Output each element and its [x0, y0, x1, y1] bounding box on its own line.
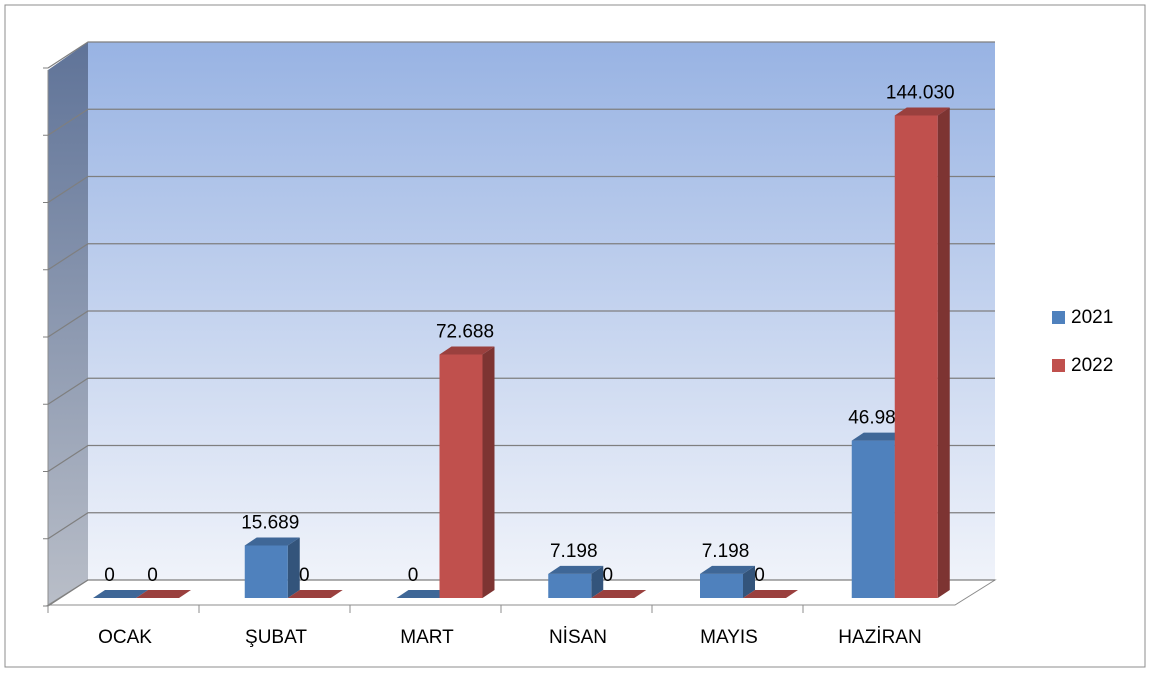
x-tick-label: MART	[400, 627, 454, 648]
grid-line	[47, 579, 995, 607]
bar-front	[700, 573, 743, 598]
grid-line	[47, 444, 995, 473]
bar-top	[851, 432, 907, 441]
bar-top	[894, 107, 950, 116]
bar-front	[548, 573, 592, 598]
value-label: 144.030	[886, 83, 955, 104]
value-label: 46.982	[848, 408, 906, 429]
bar-top	[439, 346, 495, 355]
bar-front	[894, 115, 938, 598]
x-tick-label: ŞUBAT	[245, 627, 307, 648]
bar-side	[287, 537, 300, 598]
x-tick-label: MAYIS	[700, 627, 758, 648]
bar-top	[548, 565, 604, 574]
bar	[93, 590, 148, 598]
bar	[894, 107, 950, 598]
grid-line	[47, 377, 995, 405]
bar-top	[287, 590, 343, 598]
value-label: 72.688	[436, 322, 494, 343]
value-label: 0	[299, 565, 310, 586]
legend-swatch	[1052, 311, 1065, 324]
value-label: 0	[104, 565, 115, 586]
value-label: 0	[754, 565, 765, 586]
bar-top	[591, 590, 647, 598]
bar	[396, 590, 452, 598]
x-tick-label: NİSAN	[549, 627, 607, 648]
bar	[591, 590, 647, 598]
legend-label: 2021	[1071, 307, 1113, 328]
grid-line	[47, 108, 995, 136]
bar-top	[93, 590, 148, 598]
bar-top	[136, 590, 191, 598]
bar	[743, 590, 798, 598]
bar-front	[851, 440, 895, 598]
grid-line	[47, 41, 995, 69]
bar	[244, 537, 300, 598]
bar-side	[937, 107, 950, 598]
grid-line	[47, 243, 995, 271]
legend-label: 2022	[1071, 355, 1113, 376]
bar-front	[439, 354, 483, 598]
bar-top	[700, 565, 755, 574]
bar-front	[244, 545, 288, 598]
bar-side	[743, 565, 755, 598]
grid-line	[47, 512, 995, 540]
legend-swatch	[1052, 359, 1065, 372]
bar-top	[743, 590, 798, 598]
value-label: 7.198	[702, 541, 750, 562]
bar-side	[482, 346, 495, 598]
value-label: 0	[602, 565, 613, 586]
bar	[439, 346, 495, 598]
bar	[700, 565, 755, 598]
bar	[548, 565, 604, 598]
x-tick-label: OCAK	[98, 627, 152, 648]
bar-top	[244, 537, 300, 546]
grid-line	[47, 175, 995, 204]
bar	[287, 590, 343, 598]
bar-side	[591, 565, 604, 598]
value-label: 0	[408, 565, 419, 586]
bar	[136, 590, 191, 598]
x-tick-label: HAZİRAN	[838, 627, 921, 648]
value-label: 7.198	[550, 541, 598, 562]
bar-top	[396, 590, 452, 598]
grid-line	[47, 310, 995, 338]
value-label: 0	[147, 565, 158, 586]
value-label: 15.689	[241, 512, 299, 533]
